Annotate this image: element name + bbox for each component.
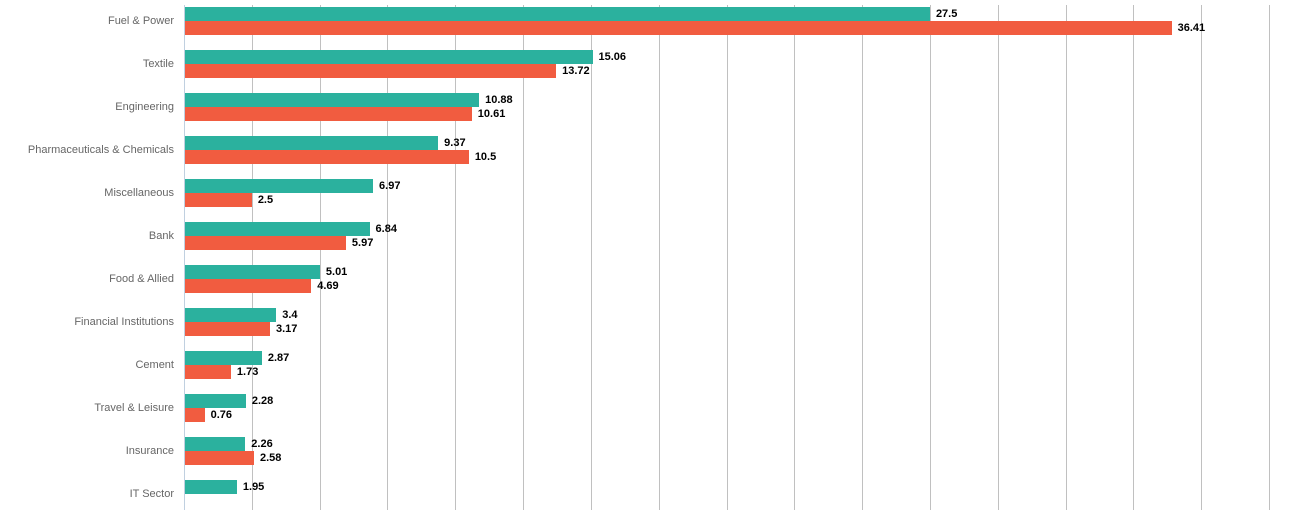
value-label: 4.69 (317, 280, 338, 292)
value-label: 0.76 (211, 409, 232, 421)
bar-series-1[interactable] (185, 93, 479, 107)
bar-series-2[interactable] (185, 150, 469, 164)
bar-series-2[interactable] (185, 64, 556, 78)
bar-series-2[interactable] (185, 21, 1172, 35)
bar-series-1[interactable] (185, 394, 246, 408)
value-label: 6.84 (376, 223, 397, 235)
gridline (1269, 5, 1270, 510)
bar-series-1[interactable] (185, 50, 593, 64)
bar-series-2[interactable] (185, 322, 270, 336)
sector-bar-chart: 27.5 36.41 15.06 13.72 10.88 10.61 9.37 10.5 6.9… (0, 0, 1299, 510)
value-label: 1.95 (243, 481, 264, 493)
value-label: 3.17 (276, 323, 297, 335)
category-label: Travel & Leisure (94, 402, 174, 414)
value-label: 10.88 (485, 94, 513, 106)
category-label: Fuel & Power (108, 15, 174, 27)
value-label: 10.61 (478, 108, 506, 120)
gridline (930, 5, 931, 510)
value-label: 2.58 (260, 452, 281, 464)
value-label: 3.4 (282, 309, 297, 321)
value-label: 10.5 (475, 151, 496, 163)
bar-series-2[interactable] (185, 107, 472, 121)
bar-series-1[interactable] (185, 179, 373, 193)
value-label: 5.97 (352, 237, 373, 249)
bar-series-2[interactable] (185, 193, 252, 207)
category-label: IT Sector (130, 488, 174, 500)
category-label: Financial Institutions (74, 316, 174, 328)
bar-series-1[interactable] (185, 7, 930, 21)
value-label: 1.73 (237, 366, 258, 378)
y-axis-line (184, 5, 185, 510)
bar-series-2[interactable] (185, 451, 254, 465)
plot-area: 27.5 36.41 15.06 13.72 10.88 10.61 9.37 10.5 6.9… (184, 5, 1269, 510)
bar-series-1[interactable] (185, 136, 438, 150)
value-label: 2.5 (258, 194, 273, 206)
gridline (862, 5, 863, 510)
category-label: Cement (135, 359, 174, 371)
value-label: 27.5 (936, 8, 957, 20)
gridline (387, 5, 388, 510)
value-label: 36.41 (1178, 22, 1206, 34)
gridline (591, 5, 592, 510)
bar-series-1[interactable] (185, 351, 262, 365)
value-label: 15.06 (599, 51, 627, 63)
value-label: 13.72 (562, 65, 590, 77)
gridline (1066, 5, 1067, 510)
category-label: Insurance (126, 445, 174, 457)
bar-series-1[interactable] (185, 480, 237, 494)
bar-series-1[interactable] (185, 437, 245, 451)
value-label: 2.87 (268, 352, 289, 364)
category-label: Pharmaceuticals & Chemicals (28, 144, 174, 156)
value-label: 9.37 (444, 137, 465, 149)
category-label: Bank (149, 230, 174, 242)
bar-series-1[interactable] (185, 265, 320, 279)
bar-series-2[interactable] (185, 408, 205, 422)
value-label: 2.26 (251, 438, 272, 450)
gridline (523, 5, 524, 510)
bar-series-2[interactable] (185, 365, 231, 379)
bar-series-1[interactable] (185, 222, 370, 236)
gridline (659, 5, 660, 510)
category-label: Food & Allied (109, 273, 174, 285)
bar-series-1[interactable] (185, 308, 276, 322)
gridline (455, 5, 456, 510)
gridline (998, 5, 999, 510)
value-label: 5.01 (326, 266, 347, 278)
value-label: 6.97 (379, 180, 400, 192)
gridline (794, 5, 795, 510)
gridline (727, 5, 728, 510)
gridline (320, 5, 321, 510)
gridline (252, 5, 253, 510)
category-label: Textile (143, 58, 174, 70)
gridline (1133, 5, 1134, 510)
gridline (1201, 5, 1202, 510)
category-label: Engineering (115, 101, 174, 113)
category-label: Miscellaneous (104, 187, 174, 199)
value-label: 2.28 (252, 395, 273, 407)
bar-series-2[interactable] (185, 236, 346, 250)
bar-series-2[interactable] (185, 279, 311, 293)
